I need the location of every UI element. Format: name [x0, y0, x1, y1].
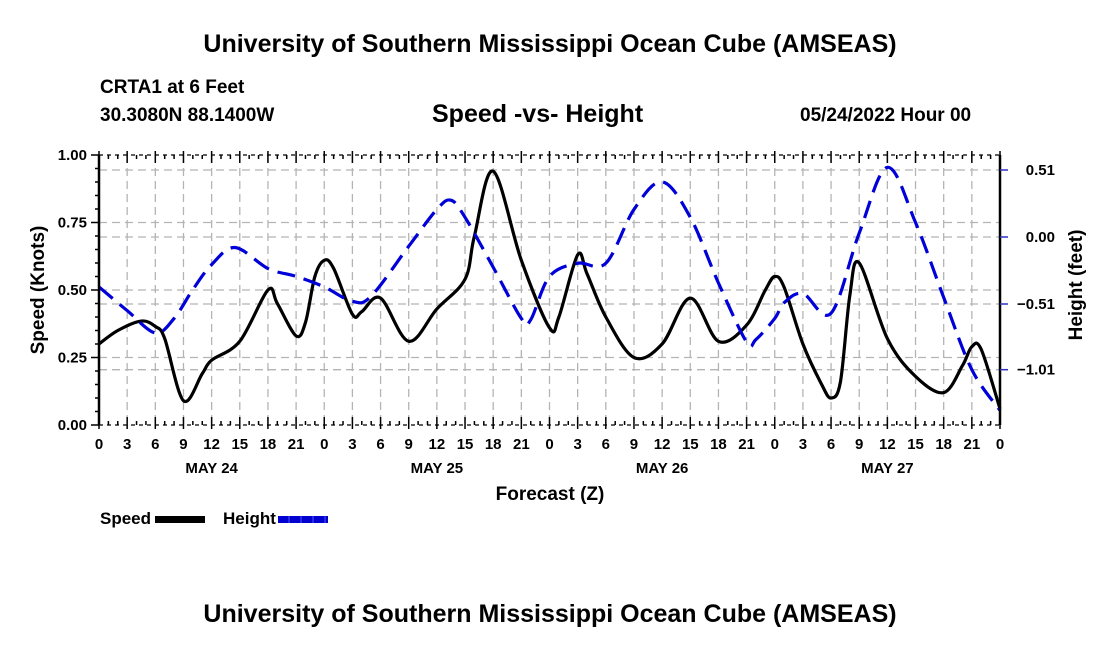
x-tick-label: 3: [348, 436, 356, 453]
day-label: MAY 27: [861, 460, 914, 477]
x-tick-label: 9: [179, 436, 187, 453]
station-label: CRTA1 at 6 Feet: [100, 77, 245, 98]
y2-tick-label: 0.00: [1026, 229, 1055, 246]
x-tick-label: 21: [288, 436, 305, 453]
y-tick-label: 0.00: [58, 417, 87, 434]
y-tick-label: 0.25: [58, 350, 87, 367]
legend-item-speed: Speed: [100, 509, 206, 529]
x-tick-label: 9: [405, 436, 413, 453]
x-tick-label: 6: [376, 436, 384, 453]
x-tick-label: 9: [630, 436, 638, 453]
legend-swatch-speed: [155, 515, 206, 523]
legend-label-height: Height: [223, 509, 276, 528]
series-line-height: [97, 165, 1002, 412]
x-tick-label: 18: [935, 436, 952, 453]
legend-swatch-height: [277, 515, 328, 523]
main-title: University of Southern Mississippi Ocean…: [203, 30, 897, 58]
x-tick-label: 21: [738, 436, 755, 453]
x-tick-label: 15: [457, 436, 474, 453]
legend: Speed Height: [100, 509, 346, 529]
y-tick-label: 0.75: [58, 215, 87, 232]
x-tick-label: 3: [123, 436, 131, 453]
x-tick-label: 15: [907, 436, 924, 453]
x-tick-label: 0: [320, 436, 328, 453]
x-tick-label: 12: [429, 436, 446, 453]
forecast-datetime: 05/24/2022 Hour 00: [800, 105, 972, 126]
x-tick-label: 18: [260, 436, 277, 453]
y-tick-label: 1.00: [58, 147, 87, 164]
day-label: MAY 25: [411, 460, 464, 477]
x-tick-label: 6: [602, 436, 610, 453]
y2-tick-label: −0.51: [1017, 296, 1055, 313]
series-line-speed: [98, 169, 1002, 410]
x-tick-label: 9: [855, 436, 863, 453]
axes-layer: [91, 151, 1008, 429]
series-layer: [97, 165, 1002, 412]
x-tick-label: 0: [95, 436, 103, 453]
coordinates-label: 30.3080N 88.1400W: [100, 105, 275, 126]
x-tick-label: 12: [654, 436, 671, 453]
x-tick-label: 0: [771, 436, 779, 453]
chart-title: Speed -vs- Height: [432, 100, 644, 128]
labels-layer: 0 3 6 9 12 15 18 21 0 3 6 9 12 15 18 21 0 3 6 9 12 15 18 21 0 3 6 9…: [58, 147, 1055, 477]
x-tick-label: 15: [682, 436, 699, 453]
grid-layer: [99, 155, 1000, 425]
x-axis-title: Forecast (Z): [496, 484, 605, 505]
x-tick-label: 0: [545, 436, 553, 453]
legend-item-height: Height: [223, 509, 328, 529]
day-label: MAY 26: [636, 460, 689, 477]
footer-title: University of Southern Mississippi Ocean…: [203, 600, 897, 628]
x-tick-label: 18: [710, 436, 727, 453]
x-tick-label: 0: [996, 436, 1004, 453]
x-tick-label: 15: [231, 436, 248, 453]
x-tick-label: 18: [485, 436, 502, 453]
y-tick-label: 0.50: [58, 282, 87, 299]
x-tick-label: 12: [203, 436, 220, 453]
y-axis-title: Speed (Knots): [28, 226, 49, 355]
x-tick-label: 12: [879, 436, 896, 453]
y2-axis-title: Height (feet): [1066, 230, 1087, 341]
x-tick-label: 6: [151, 436, 159, 453]
x-tick-label: 21: [964, 436, 981, 453]
y2-tick-label: 0.51: [1026, 162, 1055, 179]
x-tick-label: 3: [573, 436, 581, 453]
x-tick-label: 21: [513, 436, 530, 453]
x-tick-label: 3: [799, 436, 807, 453]
x-tick-label: 6: [827, 436, 835, 453]
day-label: MAY 24: [185, 460, 238, 477]
legend-label-speed: Speed: [100, 509, 152, 528]
y2-tick-label: −1.01: [1017, 362, 1055, 379]
